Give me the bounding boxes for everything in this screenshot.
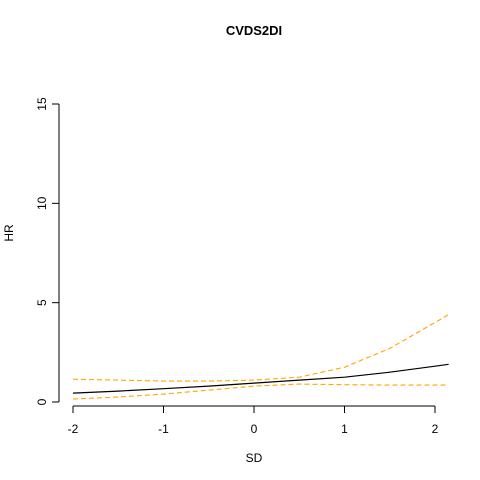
x-tick-label: -1 xyxy=(158,422,169,436)
y-axis: 0 5 10 15 xyxy=(35,97,60,405)
y-tick-label: 5 xyxy=(35,299,49,306)
y-tick-label: 0 xyxy=(35,398,49,405)
y-tick-label: 10 xyxy=(35,196,49,210)
y-tick-label: 15 xyxy=(35,97,49,111)
x-axis-label: SD xyxy=(246,451,263,465)
upper-ci-line xyxy=(72,314,449,382)
estimate-line xyxy=(72,363,449,394)
series-layer xyxy=(72,314,449,400)
x-tick-label: 2 xyxy=(432,422,439,436)
x-axis: -2 -1 0 1 2 xyxy=(68,405,439,436)
lower-ci-line xyxy=(72,383,449,400)
x-tick-label: 1 xyxy=(341,422,348,436)
x-tick-label: 0 xyxy=(251,422,258,436)
x-tick-label: -2 xyxy=(68,422,79,436)
y-axis-label: HR xyxy=(2,224,16,242)
chart-title: CVDS2DI xyxy=(226,23,282,38)
